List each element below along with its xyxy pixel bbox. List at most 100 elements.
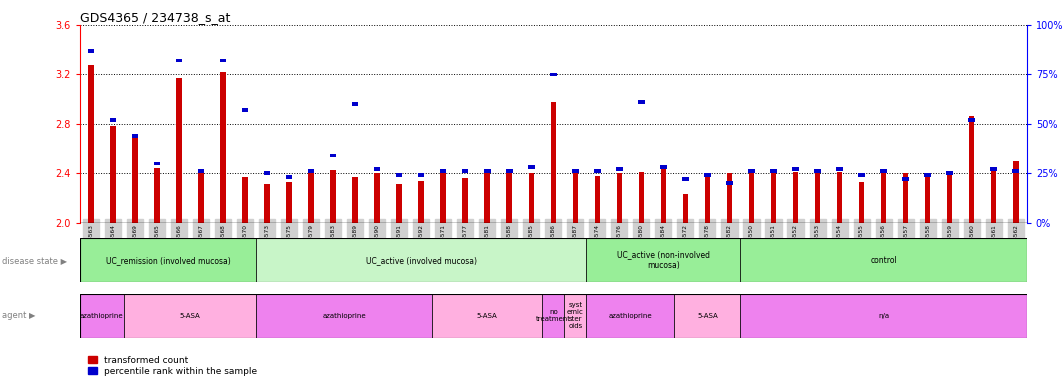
Bar xyxy=(793,172,798,223)
Bar xyxy=(198,169,204,173)
Bar xyxy=(550,73,556,76)
Bar xyxy=(397,184,402,223)
Bar xyxy=(770,169,777,173)
Bar xyxy=(418,181,423,223)
Bar xyxy=(352,177,358,223)
Bar xyxy=(727,173,732,223)
Bar xyxy=(352,102,359,106)
Text: 5-ASA: 5-ASA xyxy=(697,313,718,319)
Bar xyxy=(286,182,292,223)
Bar xyxy=(572,169,579,173)
Bar xyxy=(153,162,161,165)
Text: 5-ASA: 5-ASA xyxy=(477,313,498,319)
Bar xyxy=(396,174,402,177)
Bar xyxy=(484,169,491,173)
FancyBboxPatch shape xyxy=(741,238,1027,282)
Bar xyxy=(594,169,600,173)
FancyBboxPatch shape xyxy=(741,294,1027,338)
Bar xyxy=(220,72,226,223)
Bar xyxy=(683,194,688,223)
Bar xyxy=(439,169,447,173)
Bar xyxy=(375,173,380,223)
FancyBboxPatch shape xyxy=(256,238,586,282)
Bar xyxy=(947,173,952,223)
Bar xyxy=(925,174,931,177)
Text: disease state ▶: disease state ▶ xyxy=(2,256,67,265)
Bar xyxy=(330,170,336,223)
Bar xyxy=(177,78,182,223)
Bar xyxy=(770,173,777,223)
Text: control: control xyxy=(870,256,897,265)
Bar xyxy=(991,167,997,171)
FancyBboxPatch shape xyxy=(586,294,675,338)
Bar xyxy=(440,172,446,223)
Bar xyxy=(87,49,94,53)
Text: no
treatment: no treatment xyxy=(536,310,570,322)
Text: azathioprine: azathioprine xyxy=(80,313,123,319)
Bar xyxy=(968,118,975,122)
Bar xyxy=(132,134,137,223)
Bar xyxy=(836,167,843,171)
Bar xyxy=(286,175,293,179)
Bar xyxy=(726,181,733,185)
Text: azathioprine: azathioprine xyxy=(322,313,366,319)
Bar xyxy=(484,173,489,223)
Bar xyxy=(373,167,381,171)
Bar xyxy=(110,126,116,223)
Bar xyxy=(1013,169,1019,173)
Bar xyxy=(528,166,534,169)
Bar xyxy=(617,173,622,223)
Text: GDS4365 / 234738_s_at: GDS4365 / 234738_s_at xyxy=(80,11,230,24)
Bar xyxy=(307,169,314,173)
Bar xyxy=(661,168,666,223)
Bar xyxy=(682,177,688,181)
Bar xyxy=(309,171,314,223)
Bar xyxy=(638,100,645,104)
Bar xyxy=(110,118,116,122)
Bar xyxy=(814,169,820,173)
Bar xyxy=(572,170,578,223)
FancyBboxPatch shape xyxy=(675,294,741,338)
Bar xyxy=(176,59,182,63)
Text: UC_active (non-involved
mucosa): UC_active (non-involved mucosa) xyxy=(617,250,710,270)
FancyBboxPatch shape xyxy=(432,294,543,338)
Bar xyxy=(330,154,336,157)
Text: agent ▶: agent ▶ xyxy=(2,311,35,320)
Bar xyxy=(704,173,710,223)
Text: UC_remission (involved mucosa): UC_remission (involved mucosa) xyxy=(105,256,230,265)
Bar xyxy=(859,182,864,223)
FancyBboxPatch shape xyxy=(123,294,256,338)
Bar xyxy=(793,167,799,171)
Bar xyxy=(198,172,203,223)
Text: n/a: n/a xyxy=(878,313,890,319)
Bar xyxy=(219,59,227,63)
Bar xyxy=(969,116,975,223)
Bar xyxy=(836,172,843,223)
Bar xyxy=(264,184,270,223)
Text: 5-ASA: 5-ASA xyxy=(180,313,200,319)
Bar xyxy=(264,171,270,175)
Bar xyxy=(749,173,754,223)
Bar xyxy=(880,169,887,173)
Bar xyxy=(946,171,953,175)
Bar xyxy=(991,168,997,223)
Bar xyxy=(595,176,600,223)
FancyBboxPatch shape xyxy=(80,294,123,338)
Bar xyxy=(925,176,930,223)
Legend: transformed count, percentile rank within the sample: transformed count, percentile rank withi… xyxy=(84,353,261,379)
Bar xyxy=(154,168,160,223)
Bar xyxy=(748,169,754,173)
Bar xyxy=(638,172,644,223)
Bar xyxy=(902,177,909,181)
Bar xyxy=(903,173,909,223)
Text: syst
emic
ster
oids: syst emic ster oids xyxy=(567,302,584,329)
Bar xyxy=(506,173,512,223)
Bar xyxy=(418,174,425,177)
Bar xyxy=(660,166,667,169)
Bar xyxy=(881,173,886,223)
FancyBboxPatch shape xyxy=(564,294,586,338)
Bar xyxy=(704,174,711,177)
Text: UC_active (involved mucosa): UC_active (involved mucosa) xyxy=(366,256,477,265)
Bar xyxy=(243,177,248,223)
Text: azathioprine: azathioprine xyxy=(609,313,652,319)
